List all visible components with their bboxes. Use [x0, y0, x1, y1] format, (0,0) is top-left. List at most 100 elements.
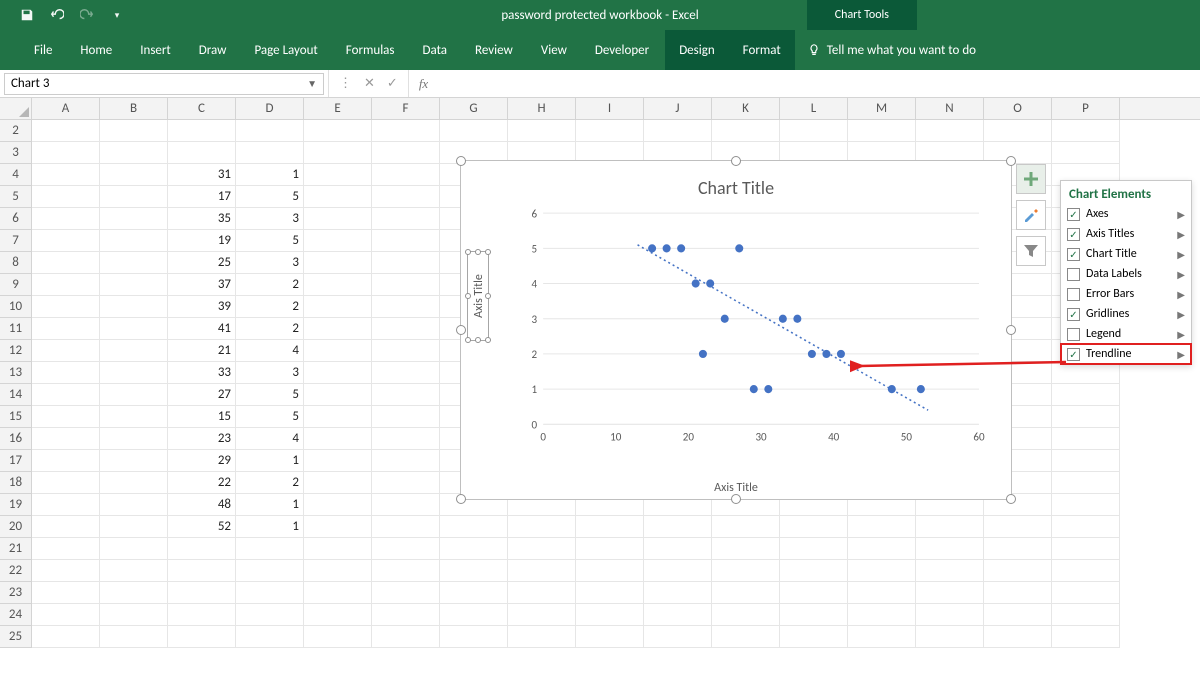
chart-styles-button[interactable]: [1016, 200, 1046, 230]
cell[interactable]: [576, 560, 644, 582]
cell[interactable]: [984, 626, 1052, 648]
cell[interactable]: [576, 538, 644, 560]
cell[interactable]: 2: [236, 274, 304, 296]
cell[interactable]: [32, 252, 100, 274]
cell[interactable]: 37: [168, 274, 236, 296]
cell[interactable]: [236, 560, 304, 582]
cell[interactable]: [168, 560, 236, 582]
cell[interactable]: 4: [236, 340, 304, 362]
cell[interactable]: [712, 582, 780, 604]
chart-elements-item-error-bars[interactable]: Error Bars▶: [1061, 284, 1191, 304]
row-header[interactable]: 10: [0, 296, 32, 318]
tab-format[interactable]: Format: [729, 30, 795, 70]
cell[interactable]: [168, 142, 236, 164]
cell[interactable]: [372, 406, 440, 428]
chevron-right-icon[interactable]: ▶: [1177, 268, 1185, 281]
cell[interactable]: [372, 450, 440, 472]
row-header[interactable]: 17: [0, 450, 32, 472]
worksheet-grid[interactable]: ABCDEFGHIJKLMNOP 23431151756353719582539…: [0, 98, 1200, 690]
tab-page-layout[interactable]: Page Layout: [240, 30, 331, 70]
cell[interactable]: [1052, 362, 1120, 384]
cell[interactable]: [32, 406, 100, 428]
checkbox-icon[interactable]: ✓: [1067, 248, 1080, 261]
cell[interactable]: [712, 538, 780, 560]
cell[interactable]: [372, 318, 440, 340]
chart-elements-item-axes[interactable]: ✓Axes▶: [1061, 204, 1191, 224]
cell[interactable]: 21: [168, 340, 236, 362]
cell[interactable]: [304, 208, 372, 230]
cell[interactable]: [440, 560, 508, 582]
cell[interactable]: [1052, 604, 1120, 626]
checkbox-icon[interactable]: [1067, 268, 1080, 281]
row-header[interactable]: 13: [0, 362, 32, 384]
cell[interactable]: [1052, 626, 1120, 648]
cell[interactable]: 29: [168, 450, 236, 472]
cell[interactable]: 1: [236, 450, 304, 472]
cell[interactable]: [32, 538, 100, 560]
column-header[interactable]: P: [1052, 98, 1120, 119]
cell[interactable]: 27: [168, 384, 236, 406]
cell[interactable]: [984, 582, 1052, 604]
cell[interactable]: [304, 472, 372, 494]
cell[interactable]: [848, 516, 916, 538]
chart-elements-item-gridlines[interactable]: ✓Gridlines▶: [1061, 304, 1191, 324]
cell[interactable]: [712, 626, 780, 648]
cell[interactable]: [916, 516, 984, 538]
cell[interactable]: [304, 186, 372, 208]
row-header[interactable]: 22: [0, 560, 32, 582]
formula-enter-icon[interactable]: ✓: [387, 76, 398, 91]
cell[interactable]: 19: [168, 230, 236, 252]
chart-elements-item-trendline[interactable]: ✓Trendline▶: [1061, 344, 1191, 364]
cell[interactable]: 52: [168, 516, 236, 538]
cell[interactable]: [100, 560, 168, 582]
row-header[interactable]: 19: [0, 494, 32, 516]
cell[interactable]: [984, 538, 1052, 560]
cell[interactable]: [32, 164, 100, 186]
column-header[interactable]: K: [712, 98, 780, 119]
cell[interactable]: [372, 142, 440, 164]
chart-elements-item-legend[interactable]: Legend▶: [1061, 324, 1191, 344]
column-header[interactable]: I: [576, 98, 644, 119]
chevron-right-icon[interactable]: ▶: [1177, 348, 1185, 361]
cell[interactable]: [32, 318, 100, 340]
cell[interactable]: [440, 538, 508, 560]
cell[interactable]: [372, 604, 440, 626]
cell[interactable]: 2: [236, 296, 304, 318]
row-header[interactable]: 3: [0, 142, 32, 164]
cell[interactable]: [372, 164, 440, 186]
row-header[interactable]: 24: [0, 604, 32, 626]
cell[interactable]: [304, 120, 372, 142]
row-header[interactable]: 15: [0, 406, 32, 428]
column-header[interactable]: J: [644, 98, 712, 119]
cell[interactable]: [916, 120, 984, 142]
name-box[interactable]: Chart 3 ▼: [4, 73, 324, 95]
cell[interactable]: [1052, 406, 1120, 428]
cell[interactable]: [32, 208, 100, 230]
resize-handle-s[interactable]: [731, 494, 741, 504]
redo-icon[interactable]: [80, 8, 94, 22]
row-header[interactable]: 2: [0, 120, 32, 142]
cell[interactable]: [32, 604, 100, 626]
cell[interactable]: [32, 516, 100, 538]
cell[interactable]: [372, 296, 440, 318]
cell[interactable]: [304, 340, 372, 362]
cell[interactable]: [168, 120, 236, 142]
cell[interactable]: [508, 626, 576, 648]
cell[interactable]: [32, 230, 100, 252]
qat-customize-icon[interactable]: ▾: [110, 8, 124, 22]
cell[interactable]: [916, 604, 984, 626]
cell[interactable]: 5: [236, 384, 304, 406]
cell[interactable]: [372, 626, 440, 648]
cell[interactable]: [304, 230, 372, 252]
tab-data[interactable]: Data: [409, 30, 462, 70]
cell[interactable]: [32, 582, 100, 604]
cell[interactable]: [304, 274, 372, 296]
cell[interactable]: 4: [236, 428, 304, 450]
cell[interactable]: [372, 582, 440, 604]
cell[interactable]: [440, 582, 508, 604]
cell[interactable]: 2: [236, 318, 304, 340]
cell[interactable]: 22: [168, 472, 236, 494]
cell[interactable]: [32, 384, 100, 406]
cell[interactable]: [644, 538, 712, 560]
chevron-right-icon[interactable]: ▶: [1177, 288, 1185, 301]
